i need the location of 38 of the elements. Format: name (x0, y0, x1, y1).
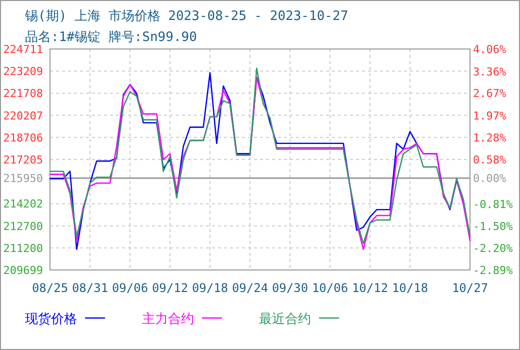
y2-tick-label: 1.97% (473, 109, 506, 122)
y2-tick-label: 1.28% (473, 131, 506, 144)
chart-subtitle: 品名:1#锡锭 牌号:Sn99.90 (25, 30, 197, 45)
y2-tick-label: -2.89% (473, 264, 514, 277)
y-tick-label: 215950 (3, 172, 43, 185)
x-tick-label: 10/06 (312, 281, 348, 295)
y2-tick-label: 4.06% (473, 43, 506, 56)
y2-tick-label: 2.67% (473, 87, 506, 100)
x-tick-label: 09/30 (272, 281, 308, 295)
y2-tick-label: 0.58% (473, 154, 506, 167)
x-tick-label: 08/31 (72, 281, 108, 295)
x-tick-label: 09/18 (192, 281, 228, 295)
x-tick-label: 09/06 (112, 281, 148, 295)
y-tick-label: 218706 (3, 131, 43, 144)
y-tick-label: 211200 (3, 242, 43, 255)
y2-tick-label: 0.00% (473, 172, 506, 186)
chart-title: 锡(期) 上海 市场价格 2023-08-25 - 2023-10-27 (24, 9, 348, 24)
y-tick-label: 223209 (3, 65, 43, 78)
legend-label: 现货价格 (25, 312, 77, 327)
y-tick-label: 217205 (3, 154, 43, 166)
y-tick-label: 212700 (3, 220, 43, 233)
legend-label: 最近合约 (259, 312, 311, 327)
y2-tick-label: -2.20% (473, 242, 514, 256)
y-tick-label: 224711 (3, 43, 43, 56)
y-tick-label: 214202 (3, 198, 43, 211)
x-tick-label: 08/25 (32, 281, 68, 295)
x-tick-label: 09/12 (152, 281, 188, 295)
y2-tick-label: -0.81% (473, 198, 514, 211)
x-tick-label: 09/24 (232, 281, 268, 295)
x-tick-label: 10/27 (452, 281, 488, 295)
y2-tick-label: 3.36% (473, 65, 506, 78)
x-tick-label: 10/12 (352, 281, 388, 295)
y-tick-label: 221708 (3, 87, 43, 100)
y-tick-label: 220207 (3, 109, 43, 122)
x-tick-label: 10/18 (392, 281, 428, 295)
legend-label: 主力合约 (142, 311, 194, 327)
y2-tick-label: -1.50% (473, 220, 514, 233)
y-tick-label: 209699 (3, 264, 43, 277)
